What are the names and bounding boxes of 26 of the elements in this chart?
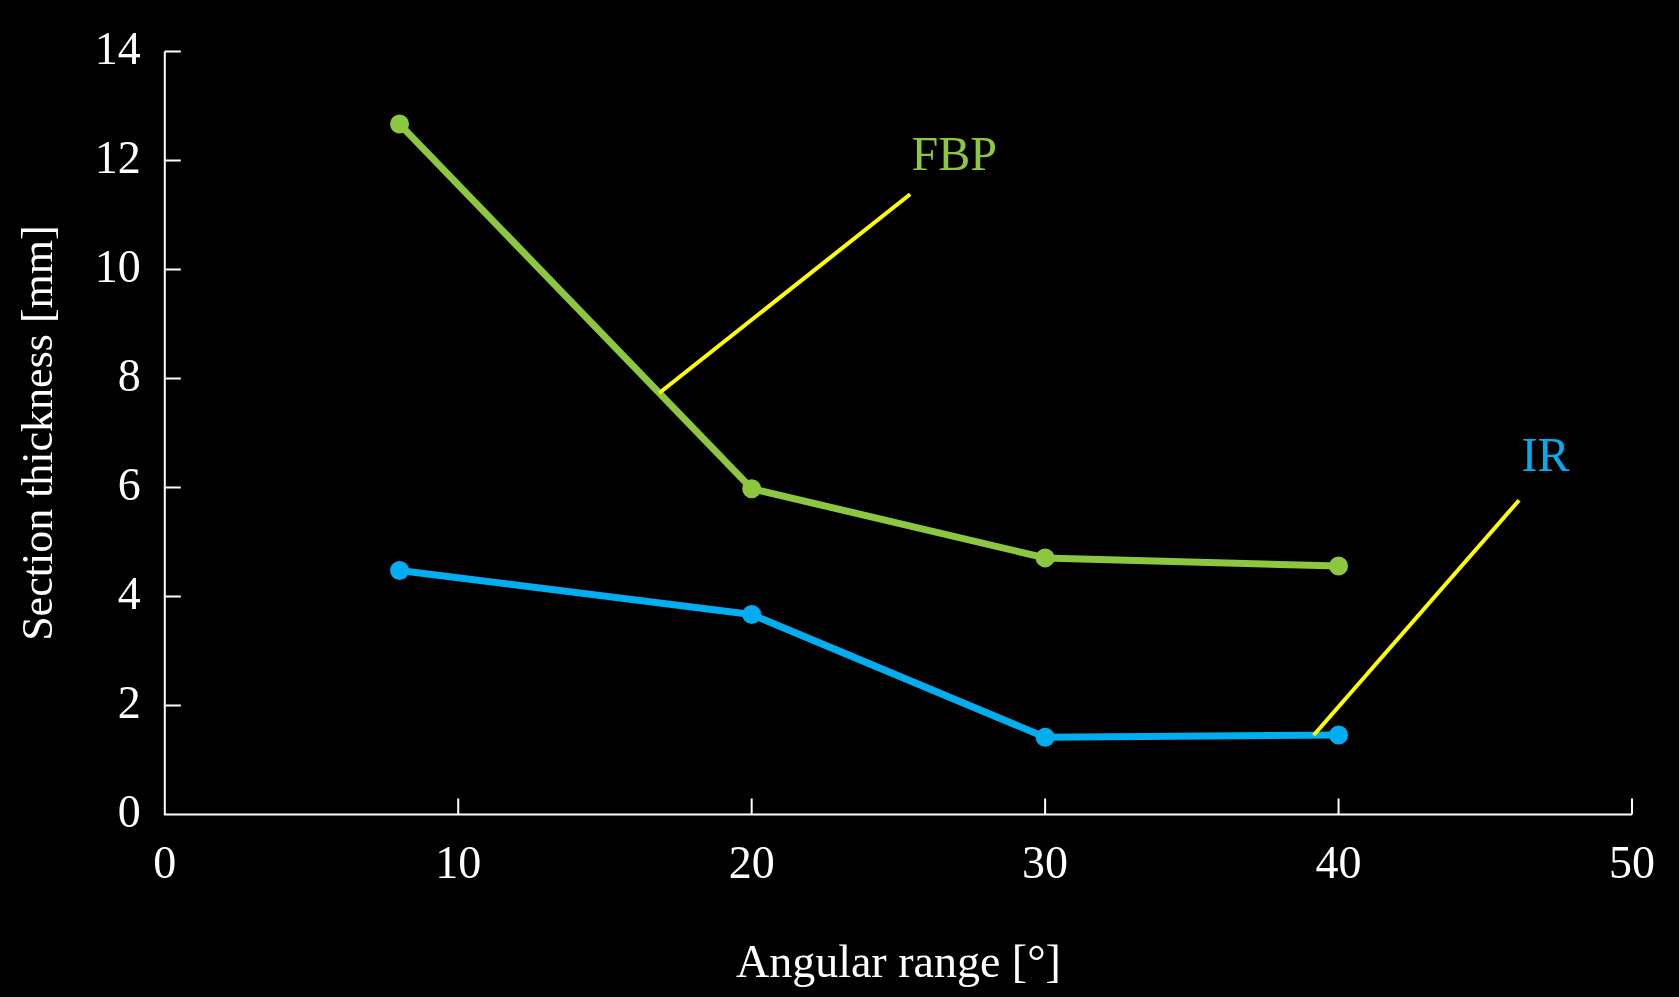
y-tick-label: 4 [117, 567, 141, 619]
y-tick-label: 8 [117, 349, 141, 401]
x-axis-title: Angular range [°] [735, 936, 1061, 988]
point [742, 479, 762, 499]
point [390, 560, 410, 580]
x-tick-label: 50 [1609, 837, 1655, 889]
y-tick-label: 0 [117, 785, 141, 837]
text: FBP [911, 127, 997, 181]
x-tick-label: 30 [1022, 837, 1069, 889]
point [1329, 556, 1349, 576]
point [1035, 727, 1055, 747]
text: IR [1521, 427, 1570, 481]
point [742, 605, 762, 625]
y-tick-label: 12 [94, 131, 141, 183]
y-tick-label: 6 [117, 458, 141, 510]
y-tick-label: 2 [117, 676, 141, 728]
point [1035, 548, 1055, 568]
x-tick-label: 20 [728, 837, 775, 889]
x-tick-label: 40 [1315, 837, 1362, 889]
point [390, 114, 410, 134]
x-tick-label: 10 [435, 837, 482, 889]
y-tick-label: 10 [94, 240, 141, 292]
point [1329, 725, 1349, 745]
x-tick-label: 0 [153, 837, 177, 889]
y-tick-label: 14 [94, 22, 141, 74]
y-axis-title: Section thickness [mm] [12, 225, 62, 641]
